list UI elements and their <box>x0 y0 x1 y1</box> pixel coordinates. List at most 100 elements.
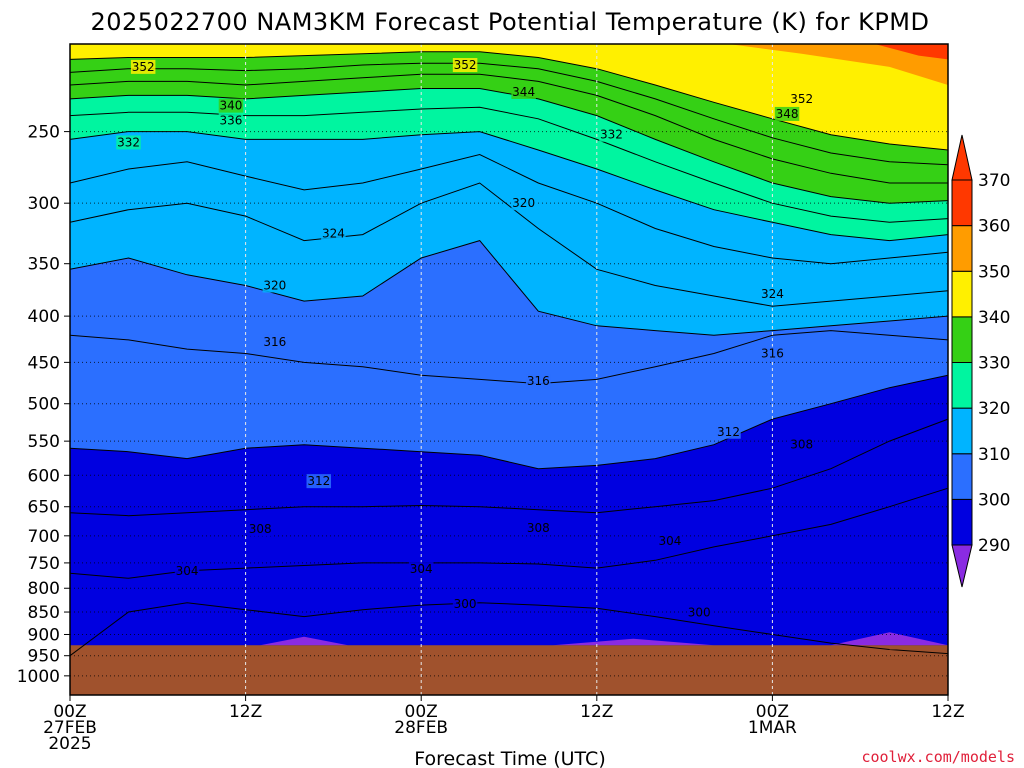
x-axis-label: Forecast Time (UTC) <box>414 748 605 768</box>
contour-label-bg <box>174 564 200 579</box>
contour-label-bg <box>306 474 332 489</box>
x-tick-label: 12Z <box>931 702 964 722</box>
contour-label: 316 <box>761 347 784 361</box>
contour-label-bg <box>789 91 814 106</box>
contour-label: 304 <box>176 564 199 578</box>
colorbar-label: 350 <box>978 262 1010 282</box>
contour-label: 332 <box>600 128 623 142</box>
chart-title: 2025022700 NAM3KM Forecast Potential Tem… <box>91 8 930 36</box>
isentrope-lines <box>69 51 949 657</box>
contour-label-bg <box>218 113 244 128</box>
ground-surface <box>70 645 948 695</box>
contour-label-bg <box>130 59 156 74</box>
fill-band-352 <box>70 44 948 150</box>
contour-label: 304 <box>410 562 433 576</box>
x-tick-label: 27FEB <box>43 718 97 738</box>
y-tick-label: 250 <box>28 123 60 143</box>
cold-pocket-1 <box>260 636 348 646</box>
x-tick-label: 2025 <box>48 734 91 754</box>
contour-label-bg <box>511 84 536 99</box>
isentrope-312 <box>69 374 949 470</box>
x-tick-label: 12Z <box>580 702 613 722</box>
isentrope-336 <box>69 106 949 223</box>
y-tick-label: 350 <box>28 255 60 275</box>
contour-label-bg <box>686 605 712 620</box>
cold-pocket-2 <box>552 638 714 646</box>
isentrope-328 <box>69 153 949 265</box>
y-tick-label: 850 <box>28 603 60 623</box>
x-tick-label: 28FEB <box>394 718 448 738</box>
contour-label-bg <box>452 58 478 73</box>
isentrope-308 <box>69 418 949 517</box>
contour-label-bg <box>262 278 288 293</box>
x-tick-label: 1MAR <box>748 718 797 738</box>
credit-link[interactable]: coolwx.com/models <box>861 748 1015 766</box>
contour-label: 348 <box>776 107 799 121</box>
contour-label-bg <box>218 98 244 113</box>
contour-label-bg <box>760 286 785 301</box>
contour-label-bg <box>774 106 800 121</box>
x-tick-label: 12Z <box>229 702 262 722</box>
contour-label: 304 <box>659 534 682 548</box>
colorbar-segment <box>951 225 973 272</box>
isentrope-300 <box>69 602 949 657</box>
contour-label: 308 <box>249 522 272 536</box>
y-tick-label: 900 <box>28 625 60 645</box>
fill-band-hot <box>874 44 948 60</box>
contour-label: 336 <box>220 113 243 127</box>
colorbar-label: 370 <box>978 171 1010 191</box>
isentrope-344 <box>69 73 948 184</box>
y-tick-label: 500 <box>28 395 60 415</box>
colorbar-label: 320 <box>978 399 1010 419</box>
y-tick-label: 800 <box>28 579 60 599</box>
contour-label: 316 <box>263 335 286 349</box>
contour-label-bg <box>526 520 551 535</box>
plot-frame <box>69 43 949 696</box>
contour-label: 324 <box>761 287 784 301</box>
contour-label: 312 <box>717 425 740 439</box>
contour-label-bg <box>599 127 624 142</box>
colorbar-segment <box>951 362 973 409</box>
contour-label: 324 <box>322 226 345 240</box>
colorbar-label: 300 <box>978 490 1010 510</box>
y-tick-label: 300 <box>28 194 60 214</box>
colorbar-segment <box>951 407 973 455</box>
y-tick-label: 600 <box>28 466 60 486</box>
colorbar-arrow-bottom <box>951 544 973 588</box>
colorbar-segment <box>951 498 973 546</box>
contour-label: 320 <box>512 196 535 210</box>
contour-label-bg <box>657 533 683 548</box>
cold-pocket-3 <box>830 632 948 646</box>
contour-label: 312 <box>307 474 330 488</box>
contour-label: 308 <box>527 521 550 535</box>
contour-label: 316 <box>527 374 550 388</box>
isentrope-316 <box>69 330 949 385</box>
contour-label: 352 <box>132 60 155 74</box>
colorbar: 290 300 310 320 330 340 350 360 370 <box>951 134 1010 588</box>
contour-label-bg <box>716 424 741 439</box>
x-tick-label: 00Z <box>756 702 789 722</box>
y-tick-label: 750 <box>28 554 60 574</box>
fill-band-warm <box>728 44 948 85</box>
x-tick-label: 00Z <box>405 702 438 722</box>
contour-label-bg <box>247 522 273 537</box>
isentrope-304 <box>69 487 949 579</box>
y-tick-label: 650 <box>28 498 60 518</box>
contour-label: 344 <box>512 85 535 99</box>
isentrope-320 <box>69 240 949 336</box>
isentrope-332 <box>69 131 949 242</box>
contour-label-bg <box>789 437 814 452</box>
colorbar-label: 340 <box>978 308 1010 328</box>
colorbar-segment <box>951 179 973 227</box>
contour-label: 340 <box>220 99 243 113</box>
isentrope-352 <box>69 51 949 151</box>
contour-label: 300 <box>688 606 711 620</box>
y-tick-label: 1000 <box>17 667 60 687</box>
contour-label-bg <box>452 597 478 612</box>
contour-label: 352 <box>454 58 477 72</box>
contour-fill-area <box>70 44 948 695</box>
contour-label: 308 <box>790 438 813 452</box>
